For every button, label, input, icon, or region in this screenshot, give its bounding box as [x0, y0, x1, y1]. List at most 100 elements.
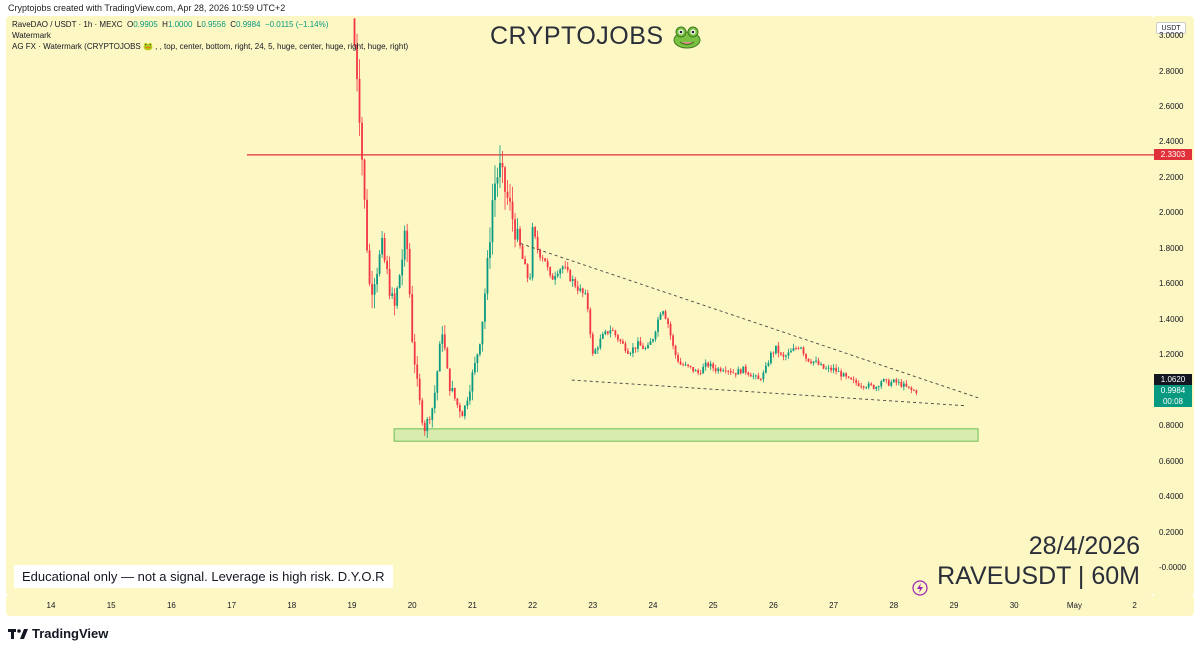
candle-body [551, 275, 554, 280]
candle-body [634, 347, 637, 349]
candle-body [754, 375, 757, 377]
legend-open-label: O [127, 20, 134, 29]
candle-body [358, 79, 361, 123]
candle-body [546, 261, 549, 268]
candle-body [501, 163, 504, 168]
candle-body [396, 288, 399, 306]
time-tick-label: 29 [949, 601, 959, 610]
price-tick-label: 0.8000 [1159, 421, 1184, 431]
candle-body [860, 386, 863, 387]
candle-body [534, 227, 537, 237]
candle-body [484, 293, 486, 322]
candle-body [822, 364, 825, 369]
candle-body [867, 383, 870, 388]
candle-body [644, 348, 647, 349]
price-chart[interactable] [6, 16, 1154, 596]
time-tick-label: 25 [708, 601, 718, 610]
candle-body [694, 370, 697, 372]
legend-indicator-agfx[interactable]: AG FX · Watermark (CRYPTOJOBS 🐸 , , top,… [12, 42, 409, 51]
candle-body [496, 177, 499, 184]
candle-body [438, 343, 441, 372]
candle-body [627, 350, 629, 354]
candle-body [684, 364, 687, 366]
candle-body [529, 277, 531, 279]
candle-body [800, 347, 802, 349]
candle-body [549, 267, 552, 276]
candle-body [677, 355, 679, 362]
candle-body [709, 363, 712, 367]
candle-body [769, 352, 772, 364]
candle-body [393, 293, 396, 306]
candle-body [421, 400, 424, 423]
candle-body [762, 372, 765, 380]
lightning-icon[interactable] [912, 580, 928, 596]
candle-body [672, 335, 674, 346]
candle-body [885, 379, 888, 381]
candle-body [817, 360, 820, 365]
candle-body [892, 379, 895, 383]
candle-body [471, 372, 474, 392]
candle-body [474, 362, 476, 373]
candle-body [827, 367, 830, 369]
price-tick-label: 2.2000 [1159, 172, 1184, 182]
candle-body [411, 294, 414, 342]
legend-close-label: C [230, 20, 237, 29]
price-tick-label: 2.0000 [1159, 208, 1184, 218]
candle-body [368, 250, 371, 284]
price-axis[interactable]: USDT 3.0000 2.8000 2.6000 2.4000 2.2000 2.000… [1154, 16, 1194, 596]
candle-body [870, 383, 873, 385]
candle-body [544, 258, 547, 262]
candle-body [719, 368, 722, 371]
price-tick-label: 1.6000 [1159, 279, 1184, 289]
candle-body [744, 366, 747, 373]
candle-body [511, 201, 514, 220]
candle-body [413, 341, 416, 365]
candle-body [842, 373, 845, 377]
candle-body [441, 334, 444, 344]
candle-body [797, 348, 800, 350]
candle-body [596, 347, 599, 350]
candle-body [895, 379, 898, 383]
candle-body [398, 275, 401, 289]
candle-body [825, 368, 827, 370]
candle-body [556, 273, 559, 277]
chart-area[interactable]: RaveDAO / USDT · 1h · MEXC O0.9905 H1.00… [6, 16, 1154, 596]
candle-body [639, 341, 642, 346]
candle-body [699, 372, 702, 374]
candle-body [787, 352, 790, 356]
tradingview-logo: TradingView [8, 626, 108, 641]
time-tick-label: 19 [347, 601, 357, 610]
candle-body [712, 363, 715, 369]
candle-body [453, 388, 456, 399]
candle-body [591, 334, 594, 354]
candle-body [912, 389, 915, 391]
candle-body [729, 370, 732, 373]
candle-body [727, 370, 730, 372]
candle-body [880, 381, 883, 387]
date-label: 28/4/2026 [1028, 532, 1140, 560]
candle-body [702, 366, 705, 374]
candle-body [589, 309, 592, 335]
candle-body [907, 386, 910, 388]
time-axis[interactable]: 14 15 16 17 18 19 20 21 22 23 24 25 26 27 28 29 30 May 2 [6, 596, 1194, 616]
candle-body [657, 319, 659, 332]
candle-body [747, 372, 750, 375]
candle-body [494, 183, 496, 201]
currency-badge[interactable]: USDT [1156, 22, 1186, 34]
tradingview-logo-icon [8, 628, 28, 639]
candle-body [616, 335, 619, 340]
candle-body [353, 18, 356, 45]
candle-body [642, 345, 644, 349]
candle-body [468, 391, 471, 401]
candle-body [652, 339, 654, 342]
legend-ohlc: RaveDAO / USDT · 1h · MEXC O0.9905 H1.00… [12, 20, 328, 29]
candle-body [481, 321, 484, 345]
legend-indicator-watermark[interactable]: Watermark [12, 31, 51, 40]
candle-body [619, 339, 622, 342]
candle-body [609, 330, 612, 334]
candle-body [426, 418, 429, 432]
candle-body [850, 377, 853, 380]
candle-body [915, 390, 918, 393]
candle-countdown: 00:08 [1154, 396, 1192, 408]
time-tick-label: 17 [227, 601, 237, 610]
